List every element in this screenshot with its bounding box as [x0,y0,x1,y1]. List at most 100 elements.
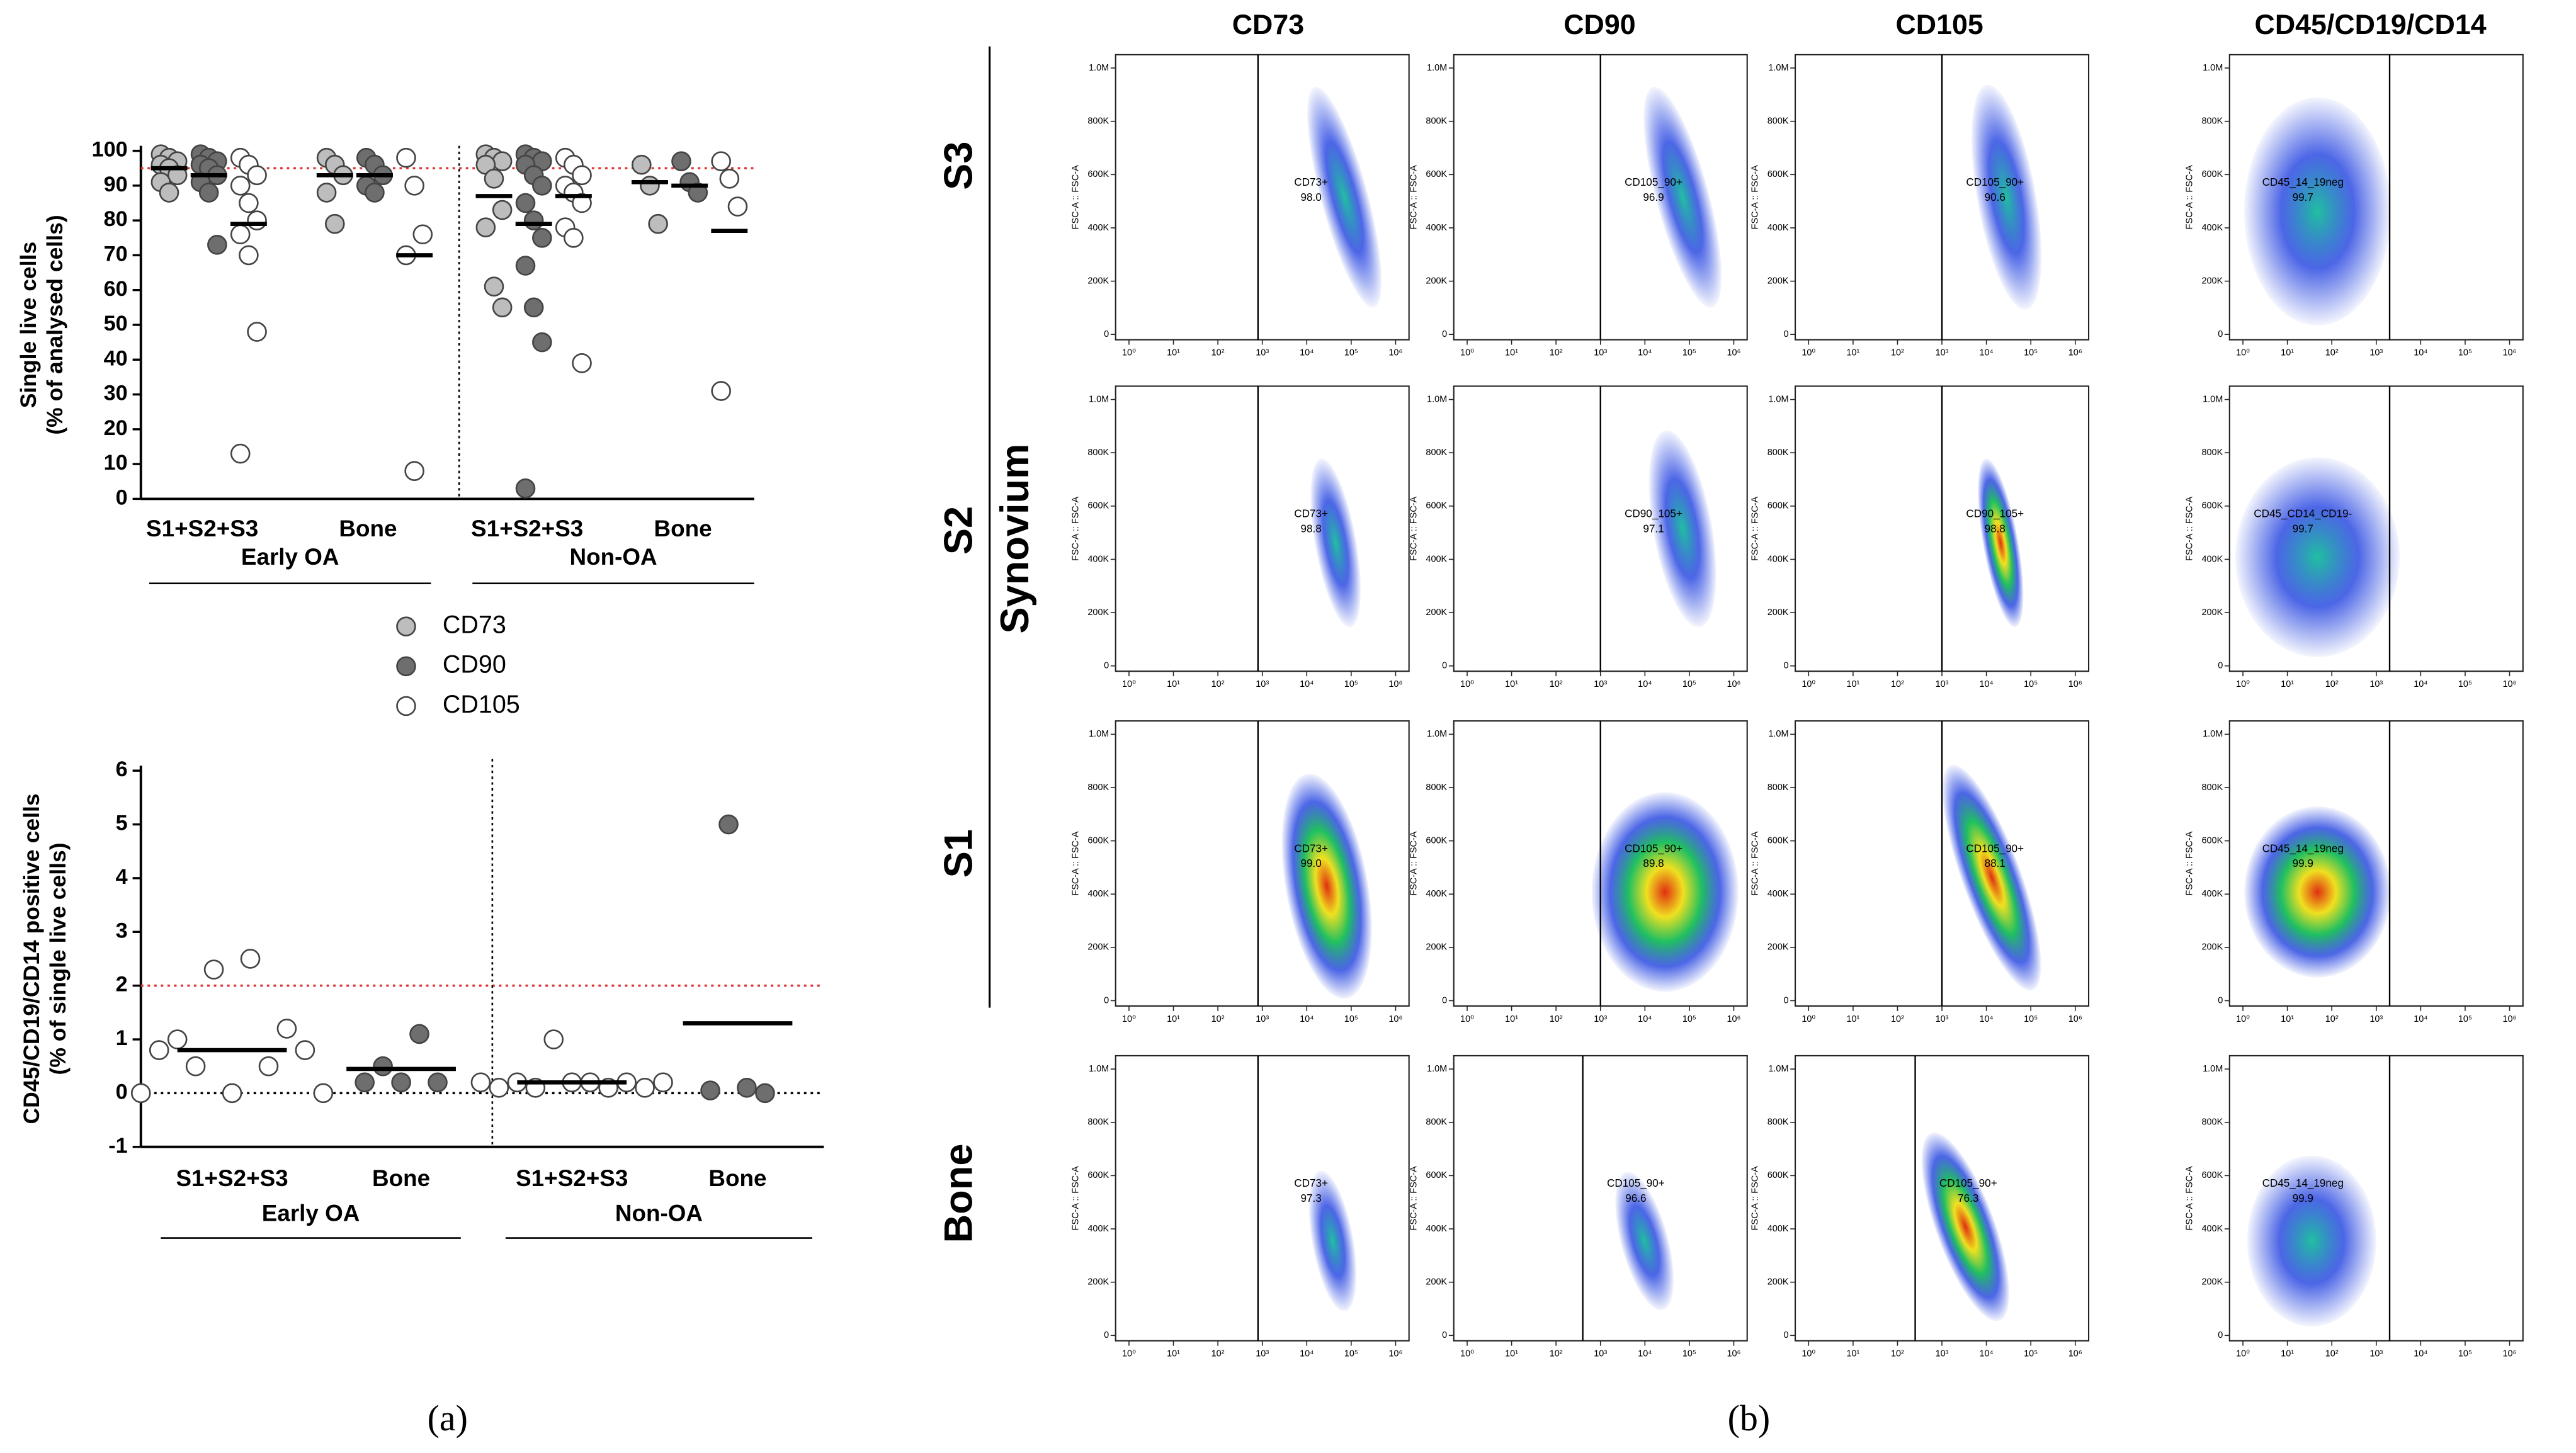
data-point [207,235,227,255]
x-tick-label: 10³ [1256,1014,1269,1024]
y-tick-label: 400K [1767,223,1789,233]
gate-percent: 99.9 [2293,857,2313,869]
y-tick-label: 0 [1442,661,1447,671]
x-tick-label: 10² [1891,1014,1904,1024]
x-tick-label: 10⁰ [1801,348,1815,358]
x-tick-label: 10⁶ [2502,679,2516,689]
x-tick-label: 10² [2325,679,2339,689]
y-tick-label: 400K [1767,554,1789,564]
x-tick-label: 10³ [2369,1014,2383,1024]
x-tick-label: 10⁵ [2024,1014,2038,1024]
y-tick-label: 800K [2201,1117,2223,1128]
x-tick-label: 10³ [2369,348,2383,358]
data-point [755,1083,775,1104]
gate-name: CD105_90+ [1966,176,2024,188]
data-point [409,1024,429,1044]
gate-name: CD73+ [1294,176,1328,188]
data-point [572,165,592,186]
density-cloud [2247,1155,2376,1327]
x-tick-label: 10⁶ [1727,348,1740,358]
x-tick-label: 10⁰ [2236,348,2250,358]
x-tick-label: 10⁶ [1388,348,1402,358]
x-tick-label: 10⁴ [1300,1349,1314,1359]
data-point [185,1056,206,1077]
x-tick-label: 10⁰ [1801,1014,1815,1024]
y-tick-label: 600K [2201,835,2223,845]
y-tick-label: 1.0M [1427,63,1447,73]
x-tick-label: 10⁵ [1344,679,1358,689]
y-tick-label: 600K [1426,1170,1447,1180]
plot-frame [1115,385,1410,672]
x-tick-label: 10³ [2369,679,2383,689]
x-tick-label: 10³ [1594,1014,1607,1024]
data-point [276,1019,297,1039]
y-tick-label: 600K [1087,835,1109,845]
data-point [532,332,552,353]
x-tick-label: 10³ [1256,679,1269,689]
x-tick-label: 10² [1211,1349,1225,1359]
x-tick-label: 10¹ [1505,1014,1518,1024]
y-tick-label: 1.0M [1427,729,1447,739]
x-tick-label: 10⁴ [2414,679,2427,689]
y-tick-label: 600K [1426,835,1447,845]
data-point [230,224,251,245]
y-tick-label: 6 [116,757,128,781]
row-group-label: Synovium [993,444,1037,634]
y-tick-label: 200K [1767,942,1789,953]
density-cloud [2244,97,2392,326]
x-tick-label: 10⁶ [2502,1349,2516,1359]
y-tick-label: 90 [104,172,128,196]
x-tick-label: 10¹ [1846,679,1859,689]
y-tick-label: 600K [1087,169,1109,179]
y-tick-label: 0 [1104,661,1109,671]
data-point [572,353,592,373]
row-label: S3 [937,142,981,190]
y-tick-label: 0 [1104,329,1109,339]
data-point [149,1040,169,1060]
legend-label: CD90 [443,651,506,679]
y-tick-label: 0 [1442,995,1447,1005]
x-tick-label: S1+S2+S3 [516,1165,628,1191]
data-point [130,1083,151,1104]
y-tick-label: 50 [104,312,128,336]
data-point [404,176,424,196]
x-tick-label: 10⁰ [2236,679,2250,689]
x-tick-label: 10⁰ [1460,1014,1474,1024]
data-point [258,1056,279,1077]
y-tick-label: 200K [1087,608,1109,618]
x-tick-label: 10⁴ [1979,348,1993,358]
data-point [727,196,748,217]
x-tick-label: 10⁴ [1638,348,1652,358]
data-point [515,478,536,499]
plot-frame [1115,1054,1410,1342]
y-tick-label: 400K [2201,889,2223,899]
y-tick-label: 1.0M [1089,63,1109,73]
y-tick-label: 400K [1426,554,1447,564]
y-tick-label: 200K [2201,1277,2223,1287]
data-point [247,322,267,342]
x-tick-label: 10⁴ [1979,1014,1993,1024]
data-point [316,183,337,203]
x-tick-label: 10⁶ [2068,1349,2082,1359]
gate-percent: 89.8 [1643,857,1664,869]
column-header: CD73 [1232,9,1304,40]
y-tick-label: 600K [1426,169,1447,179]
x-tick-label: 10² [1211,1014,1225,1024]
gate-percent: 97.1 [1643,523,1664,534]
x-tick-label: 10³ [2369,1349,2383,1359]
y-tick-label: 0 [2218,329,2223,339]
y-tick-label: 800K [1087,1117,1109,1128]
x-tick-label: 10¹ [1167,348,1180,358]
y-tick-label: 400K [1087,1224,1109,1234]
x-tick-label: 10³ [1256,1349,1269,1359]
y-tick-label: 800K [1087,783,1109,793]
y-tick-label: 800K [1767,1117,1789,1128]
x-tick-label: 10⁶ [2068,679,2082,689]
y-tick-label: 10 [104,451,128,475]
y-axis-title: FSC-A :: FSC-A [1070,1166,1081,1230]
y-tick-label: 800K [1087,116,1109,127]
x-tick-label: 10¹ [1167,1014,1180,1024]
density-cloud [1615,1172,1674,1311]
y-axis-title: FSC-A :: FSC-A [2184,496,2194,560]
